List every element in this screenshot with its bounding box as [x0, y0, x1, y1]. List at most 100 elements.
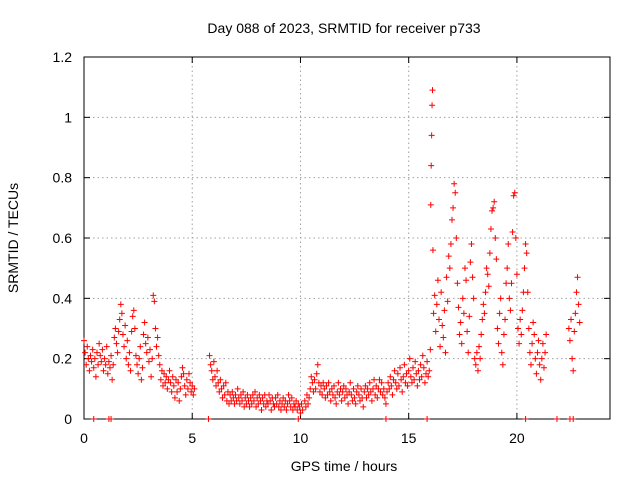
data-point: [264, 400, 271, 407]
data-point: [361, 388, 368, 395]
data-point: [122, 322, 129, 329]
data-point: [434, 277, 441, 284]
data-point: [326, 388, 333, 395]
data-point: [508, 280, 515, 287]
data-point: [350, 385, 357, 392]
data-point: [384, 388, 391, 395]
data-point: [272, 394, 279, 401]
data-point: [492, 235, 499, 241]
data-point: [360, 403, 367, 410]
data-point: [337, 385, 344, 392]
data-point: [158, 367, 165, 374]
data-point: [258, 406, 265, 413]
data-point: [103, 343, 110, 350]
data-point: [163, 373, 170, 380]
data-point: [183, 376, 190, 383]
data-point: [285, 391, 292, 398]
data-point: [88, 358, 95, 365]
data-point: [495, 340, 502, 347]
data-point: [336, 391, 343, 398]
data-point: [156, 361, 163, 368]
data-point: [429, 87, 436, 94]
data-point: [311, 376, 318, 383]
data-point: [152, 325, 159, 332]
data-point: [316, 388, 323, 395]
data-point: [438, 289, 445, 296]
data-point: [135, 370, 142, 377]
data-point: [566, 337, 573, 344]
data-point: [445, 253, 452, 260]
data-point: [280, 394, 287, 401]
y-tick-label: 0.8: [53, 170, 73, 186]
data-point: [403, 370, 410, 377]
data-point: [92, 373, 99, 380]
data-point: [472, 361, 479, 368]
data-point: [427, 201, 434, 208]
data-point: [279, 400, 286, 407]
data-point: [427, 346, 434, 353]
data-point: [296, 403, 303, 410]
data-point: [175, 379, 182, 386]
data-point: [348, 391, 355, 398]
data-point: [284, 400, 291, 407]
data-point: [318, 382, 325, 389]
data-point: [406, 355, 413, 362]
data-point: [81, 337, 87, 344]
data-point: [307, 385, 314, 392]
data-point: [537, 376, 544, 383]
data-point: [339, 388, 346, 395]
data-point: [408, 379, 415, 386]
data-point: [338, 397, 345, 404]
data-point: [430, 310, 437, 317]
data-point: [410, 364, 417, 371]
data-point: [124, 337, 131, 344]
data-point: [210, 358, 217, 365]
data-point: [144, 334, 151, 341]
data-point: [126, 349, 133, 356]
data-point: [90, 416, 97, 422]
data-point: [248, 400, 255, 407]
data-point: [381, 394, 388, 401]
data-point: [394, 370, 401, 377]
x-tick-label: 0: [80, 430, 88, 446]
data-point: [335, 379, 342, 386]
data-point: [143, 349, 150, 356]
y-tick-label: 1.2: [53, 49, 73, 65]
data-point: [440, 334, 447, 341]
data-point: [474, 367, 481, 374]
data-point: [140, 331, 147, 338]
data-point: [253, 403, 260, 410]
data-point: [184, 385, 191, 392]
data-point: [491, 198, 498, 205]
data-point: [378, 379, 385, 386]
data-point: [108, 416, 115, 422]
data-point: [334, 388, 341, 395]
data-point: [387, 373, 394, 380]
data-point: [459, 295, 466, 302]
data-point: [526, 349, 533, 356]
data-point: [116, 316, 123, 323]
data-point: [553, 416, 560, 422]
data-point: [188, 388, 195, 395]
data-point: [255, 400, 262, 407]
data-point: [118, 310, 125, 317]
data-point: [283, 406, 290, 413]
data-point: [380, 385, 387, 392]
data-point: [426, 367, 433, 374]
data-point: [256, 391, 263, 398]
data-point: [431, 292, 438, 299]
data-point: [515, 325, 522, 332]
data-point: [407, 373, 414, 380]
data-point: [106, 364, 113, 371]
data-point: [237, 391, 244, 398]
data-point: [460, 310, 467, 317]
data-point: [498, 349, 505, 356]
data-point: [363, 394, 370, 401]
data-point: [277, 406, 284, 413]
data-point: [127, 367, 134, 374]
data-point: [413, 370, 420, 377]
data-point: [182, 391, 189, 398]
data-point: [93, 349, 100, 356]
data-point: [346, 388, 353, 395]
